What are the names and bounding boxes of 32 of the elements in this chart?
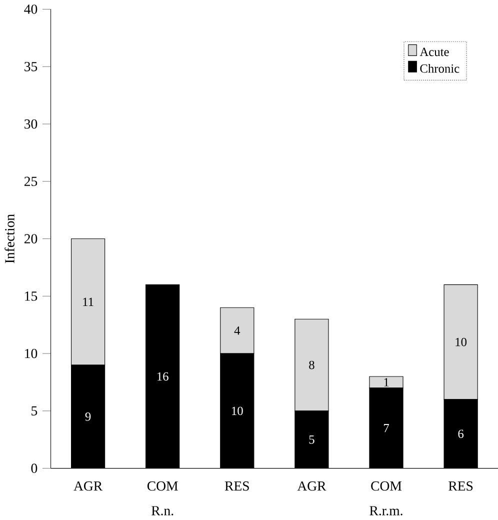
y-tick-label: 25 (24, 176, 37, 186)
x-tick-label: RES (448, 481, 472, 491)
data-label: 1 (384, 378, 388, 386)
y-tick-label: 20 (24, 234, 37, 244)
legend-label: Chronic (420, 64, 460, 73)
y-tick-label: 30 (24, 119, 37, 129)
x-tick-label: COM (147, 481, 178, 491)
data-label: 6 (458, 430, 464, 438)
data-label: 16 (157, 372, 168, 381)
data-label: 10 (456, 338, 466, 346)
x-tick-label: AGR (297, 481, 326, 491)
bar (145, 284, 180, 468)
data-label: 11 (82, 298, 94, 306)
y-tick-label: 40 (24, 4, 37, 14)
text: R.r.m. (369, 506, 402, 516)
x-tick-label: COM (370, 481, 402, 491)
data-label: 10 (232, 406, 243, 416)
y-tick-label: 10 (24, 348, 37, 358)
data-label: 8 (308, 360, 314, 370)
text: R.n. (151, 506, 173, 516)
data-label: 5 (309, 435, 314, 444)
data-label: 7 (384, 424, 389, 432)
data-label: 9 (85, 412, 90, 421)
x-tick-label: RES (224, 481, 249, 491)
legend-label: Acute (420, 48, 449, 56)
y-axis-title: Infection (4, 214, 14, 264)
y-tick-label: 5 (31, 406, 37, 416)
y-tick-label: 0 (31, 464, 37, 473)
y-tick-label: 35 (24, 62, 37, 72)
y-tick-label: 15 (24, 292, 37, 301)
data-label: 4 (234, 326, 240, 335)
x-tick-label: AGR (73, 481, 102, 491)
